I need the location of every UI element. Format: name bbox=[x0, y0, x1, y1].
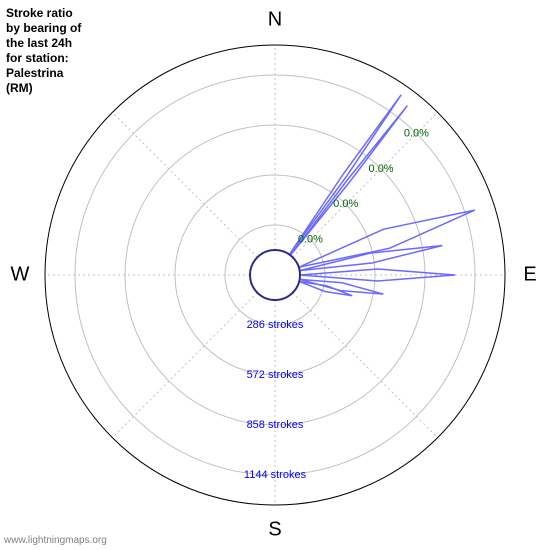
strokes-ring-label: 286 strokes bbox=[247, 319, 304, 331]
cardinal-w: W bbox=[11, 263, 30, 285]
footer-credit: www.lightningmaps.org bbox=[4, 535, 107, 546]
inner-circle-group bbox=[250, 250, 300, 300]
strokes-ring-label: 858 strokes bbox=[247, 419, 304, 431]
strokes-ring-label: 572 strokes bbox=[247, 369, 304, 381]
petals-group bbox=[289, 95, 474, 296]
cardinal-n: N bbox=[268, 8, 282, 30]
ratio-ring-label: 0.0% bbox=[298, 234, 323, 246]
ratio-ring-label: 0.0% bbox=[333, 198, 358, 210]
cardinal-s: S bbox=[268, 518, 281, 540]
strokes-ring-label: 1144 strokes bbox=[244, 469, 307, 481]
ratio-ring-label: 0.0% bbox=[404, 127, 429, 139]
cardinal-e: E bbox=[523, 263, 536, 285]
ratio-ring-label: 0.0% bbox=[369, 163, 394, 175]
polar-chart-container: Stroke ratioby bearing ofthe last 24hfor… bbox=[0, 0, 550, 550]
polar-chart-svg: N E S W 0.0% 0.0% 0.0% 0.0% 286 strokes 572 str… bbox=[0, 0, 550, 550]
